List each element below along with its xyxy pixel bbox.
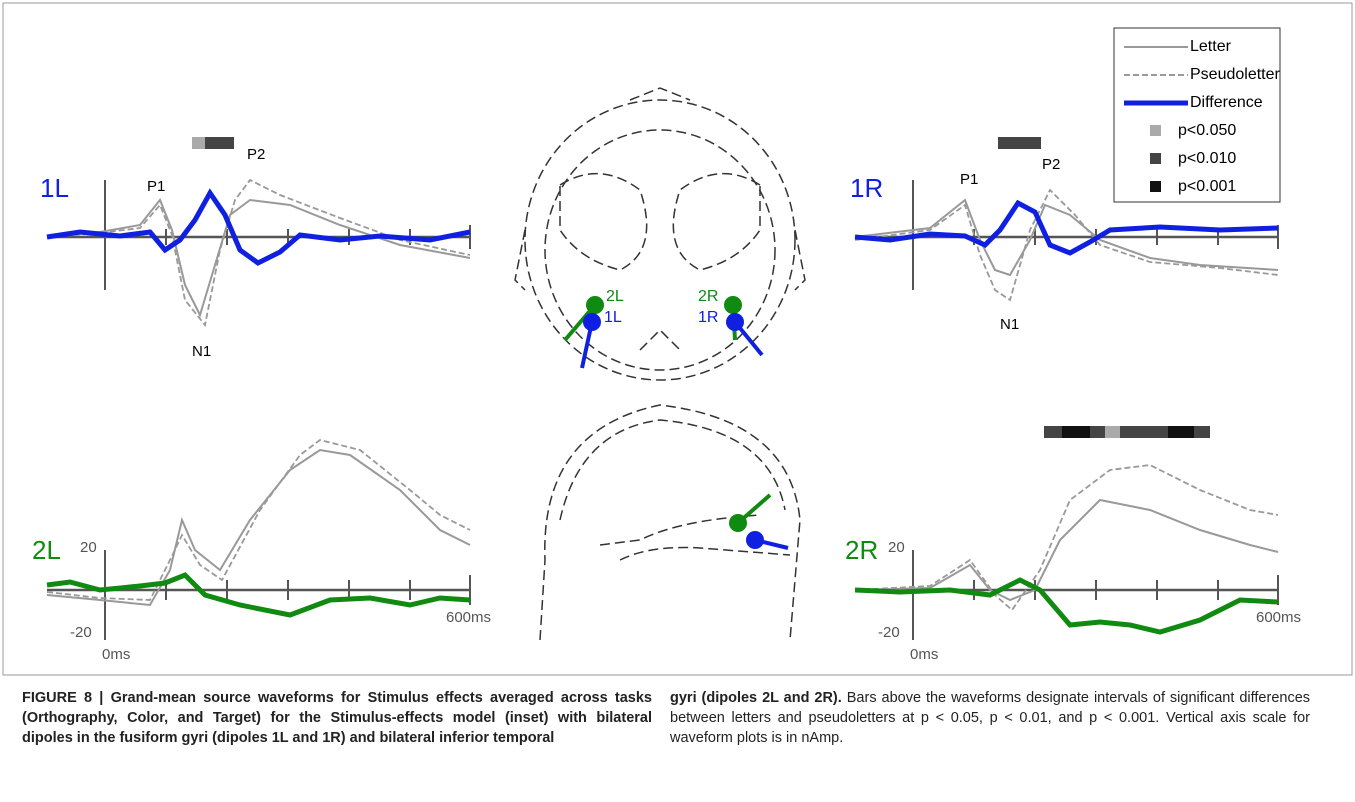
y-label: 20 (888, 539, 905, 556)
x-label: 0ms (102, 646, 130, 663)
peak-label: N1 (192, 343, 211, 360)
caption-title: gyri (dipoles 2L and 2R). (670, 690, 842, 706)
legend-label: Pseudoletter (1190, 66, 1281, 83)
dipole-label: 2R (698, 288, 718, 305)
panel-label: 1L (40, 173, 69, 203)
peak-label: P2 (247, 146, 265, 163)
legend-label: p<0.001 (1178, 178, 1236, 195)
panel-1r (854, 137, 1279, 302)
legend-label: Difference (1190, 94, 1263, 111)
legend-label: p<0.050 (1178, 122, 1236, 139)
figure: 1L P1 P2 N1 1R P1 P2 N1 2L 20 -20 0ms 60… (2, 2, 1353, 676)
legend-label: p<0.010 (1178, 150, 1236, 167)
panel-2r (854, 426, 1279, 640)
dipole-label: 1R (698, 309, 718, 326)
dipole-label: 1L (604, 309, 622, 326)
peak-label: P1 (147, 178, 165, 195)
y-label: -20 (878, 624, 900, 641)
panel-label: 2L (32, 535, 61, 565)
panel-label: 2R (845, 535, 878, 565)
legend-label: Letter (1190, 38, 1232, 55)
peak-label: P2 (1042, 156, 1060, 173)
dipoles (563, 296, 789, 550)
peak-label: N1 (1000, 316, 1019, 333)
x-label: 600ms (446, 609, 491, 626)
x-label: 0ms (910, 646, 938, 663)
panel-1l (46, 137, 471, 328)
x-label: 600ms (1256, 609, 1301, 626)
peak-label: P1 (960, 171, 978, 188)
panel-2l (46, 439, 471, 640)
inset-head (514, 87, 806, 641)
caption-text: Bars above the waveforms designate inter… (670, 690, 1311, 746)
y-label: -20 (70, 624, 92, 641)
y-label: 20 (80, 539, 97, 556)
caption-body: gyri (dipoles 2L and 2R). Bars above the… (670, 688, 1310, 748)
caption-title: FIGURE 8 | Grand-mean source waveforms f… (22, 690, 652, 746)
frame (2, 2, 1353, 676)
legend (1113, 27, 1281, 203)
dipole-label: 2L (606, 288, 624, 305)
panel-label: 1R (850, 173, 883, 203)
